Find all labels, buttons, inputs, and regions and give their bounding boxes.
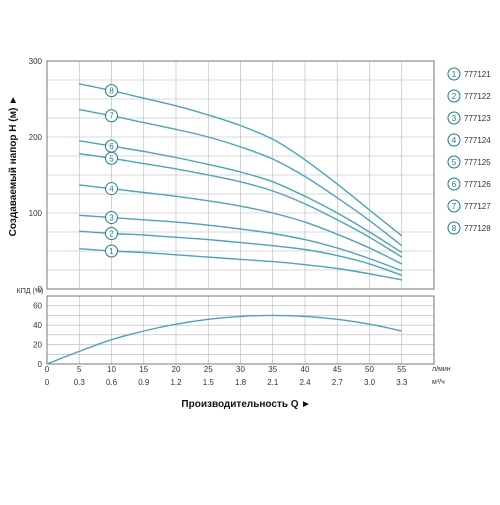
legend-badge-5: [447, 155, 461, 169]
curve-marker-2: [105, 227, 118, 241]
head-curve-777123: [79, 214, 403, 272]
curve-marker-7: [105, 109, 118, 123]
curve-marker-label: 4: [109, 185, 114, 194]
curve-marker-label: 8: [109, 87, 114, 96]
legend-badge-label: 3: [452, 114, 457, 123]
tick-labels: 010020030002040600050.3100.6150.9201.225…: [29, 57, 408, 387]
curve-marker-label: 6: [109, 142, 114, 151]
legend-badge-2: [447, 89, 461, 103]
curve-marker-6: [105, 139, 118, 153]
legend-code-777123: 777123: [464, 114, 491, 123]
legend-badge-label: 6: [452, 180, 457, 189]
legend-code-777126: 777126: [464, 180, 491, 189]
flow-tick-lmin: 15: [139, 365, 148, 374]
curve-marker-label: 7: [109, 112, 114, 121]
head-y-tick-label: 200: [29, 133, 43, 142]
efficiency-curve: [46, 314, 402, 365]
curve-marker-label: 2: [109, 230, 114, 239]
legend: 1 777121 2 777122 3 777123 4 777124 5 777125 6 7771…: [447, 67, 491, 235]
flow-tick-m3h: 0.3: [74, 378, 86, 387]
head-curves: [79, 83, 403, 281]
flow-tick-m3h: 0.9: [138, 378, 150, 387]
legend-code-777122: 777122: [464, 92, 491, 101]
grid-lines: [47, 61, 434, 364]
flow-tick-lmin: 45: [333, 365, 342, 374]
efficiency-plot-frame: [46, 295, 435, 365]
legend-badge-label: 8: [452, 224, 457, 233]
flow-tick-m3h: 3.3: [396, 378, 408, 387]
head-y-tick-label: 0: [38, 285, 43, 294]
head-plot-frame: [46, 60, 435, 290]
flow-tick-m3h: 2.7: [332, 378, 344, 387]
head-y-tick-label: 100: [29, 209, 43, 218]
legend-badge-1: [447, 67, 461, 81]
efficiency-y-tick-label: 0: [38, 360, 43, 369]
flow-unit-m3h: м³/ч: [432, 379, 445, 386]
legend-badge-4: [447, 133, 461, 147]
legend-badge-label: 7: [452, 202, 457, 211]
flow-tick-lmin: 5: [77, 365, 82, 374]
head-curve-777128: [79, 83, 403, 237]
flow-tick-lmin: 35: [268, 365, 277, 374]
flow-tick-m3h: 1.8: [235, 378, 247, 387]
flow-tick-m3h: 0.6: [106, 378, 118, 387]
curve-marker-1: [105, 244, 118, 258]
legend-badge-7: [447, 199, 461, 213]
flow-tick-lmin: 50: [365, 365, 374, 374]
flow-tick-lmin: 40: [301, 365, 310, 374]
legend-badge-8: [447, 221, 461, 235]
legend-badge-label: 5: [452, 158, 457, 167]
legend-code-777125: 777125: [464, 158, 491, 167]
head-curve-777121: [79, 248, 402, 281]
legend-badge-label: 1: [452, 70, 457, 79]
flow-tick-lmin: 30: [236, 365, 245, 374]
curve-marker-label: 1: [109, 247, 114, 256]
legend-code-777128: 777128: [464, 224, 491, 233]
efficiency-axis-title: КПД (%): [17, 288, 44, 295]
flow-unit-lmin: л/мин: [432, 366, 451, 373]
flow-axis-arrow: ►: [301, 399, 311, 410]
legend-code-777127: 777127: [464, 202, 491, 211]
efficiency-y-tick-label: 40: [33, 321, 42, 330]
head-curve-777127: [79, 108, 403, 247]
curve-marker-label: 5: [109, 154, 114, 163]
plot-frames: [46, 60, 435, 365]
head-curve-777126: [79, 140, 403, 254]
curve-marker-4: [105, 182, 118, 196]
legend-badge-3: [447, 111, 461, 125]
flow-tick-m3h: 2.4: [299, 378, 311, 387]
legend-badge-label: 4: [452, 136, 457, 145]
head-y-tick-label: 300: [29, 57, 43, 66]
legend-badge-6: [447, 177, 461, 191]
flow-tick-lmin: 25: [204, 365, 213, 374]
flow-axis-title: Производительность Q: [181, 399, 298, 410]
flow-tick-m3h: 2.1: [267, 378, 279, 387]
head-axis-title: Создаваемый напор Н (м): [8, 108, 19, 237]
flow-tick-lmin: 55: [397, 365, 406, 374]
legend-code-777121: 777121: [464, 70, 491, 79]
efficiency-y-tick-label: 60: [33, 302, 42, 311]
flow-tick-lmin: 0: [45, 365, 50, 374]
flow-tick-m3h: 1.2: [170, 378, 182, 387]
efficiency-curve-group: [46, 314, 402, 365]
flow-tick-m3h: 0: [45, 378, 50, 387]
curve-marker-8: [105, 84, 118, 98]
curve-markers: 1 2 3 4 5 6 7 8: [105, 84, 118, 258]
curve-marker-label: 3: [109, 214, 114, 223]
legend-badge-label: 2: [452, 92, 457, 101]
head-curve-777124: [79, 184, 403, 265]
head-axis-arrow: ►: [8, 95, 19, 105]
flow-tick-m3h: 3.0: [364, 378, 376, 387]
flow-tick-lmin: 10: [107, 365, 116, 374]
legend-code-777124: 777124: [464, 136, 491, 145]
head-curve-777125: [79, 153, 403, 258]
flow-tick-lmin: 20: [172, 365, 181, 374]
flow-tick-m3h: 1.5: [203, 378, 215, 387]
head-curve-777122: [79, 230, 403, 276]
efficiency-y-tick-label: 20: [33, 341, 42, 350]
curve-marker-3: [105, 211, 118, 225]
